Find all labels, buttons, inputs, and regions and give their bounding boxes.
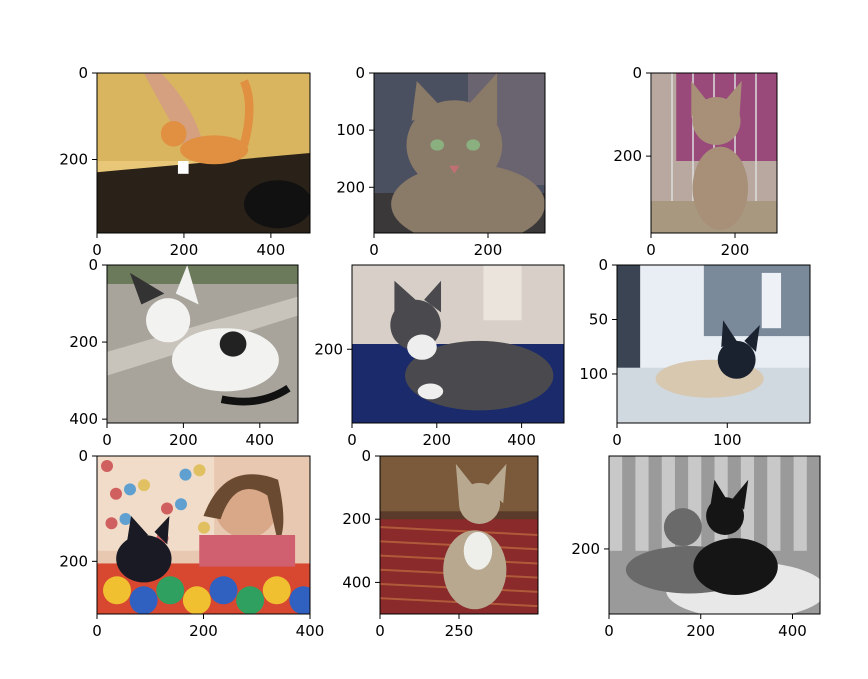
subplot-5: 0 200 400 200	[314, 264, 565, 449]
y-tick-label: 0	[88, 256, 98, 274]
y-tick-label: 100	[579, 365, 608, 383]
axes-frame	[351, 264, 565, 424]
subplot-7: 0 200 400 0 200	[59, 447, 324, 640]
y-tick-label: 400	[342, 573, 371, 591]
y-tick-label: 0	[78, 64, 88, 82]
axes-frame	[616, 264, 811, 424]
subplot-2: 0 200 0 100 200	[336, 64, 546, 259]
axes-frame	[96, 72, 311, 234]
x-tick-label: 0	[369, 241, 379, 259]
x-tick-label: 0	[92, 622, 102, 640]
axes-frame	[106, 264, 299, 424]
x-tick-label: 200	[686, 622, 715, 640]
cat-photo-tabby-kitten-in-cage	[651, 73, 777, 233]
y-tick-label: 200	[69, 333, 98, 351]
x-tick-label: 200	[422, 431, 451, 449]
y-tick-label: 50	[589, 310, 608, 328]
x-tick-label: 250	[445, 622, 474, 640]
x-tick-label: 0	[102, 431, 112, 449]
x-tick-label: 0	[375, 622, 385, 640]
x-tick-label: 0	[646, 241, 656, 259]
cat-photo-siamese-cat-by-computer	[617, 265, 810, 423]
x-tick-label: 100	[713, 431, 742, 449]
axes-frame	[650, 72, 778, 234]
y-tick-label: 100	[336, 121, 365, 139]
subplot-9: 0 200 400 200	[571, 455, 821, 640]
axes-frame	[608, 455, 821, 615]
x-tick-label: 200	[474, 241, 503, 259]
y-tick-label: 200	[342, 510, 371, 528]
x-tick-label: 200	[721, 241, 750, 259]
y-tick-label: 0	[78, 447, 88, 465]
y-tick-label: 0	[361, 447, 371, 465]
x-tick-label: 200	[170, 241, 199, 259]
x-tick-label: 400	[507, 431, 536, 449]
y-tick-label: 200	[59, 552, 88, 570]
cat-photo-white-kitten-with-black-spot-on-sidewalk	[107, 265, 298, 423]
y-tick-label: 0	[598, 256, 608, 274]
subplot-3: 0 200 0 200	[613, 64, 778, 259]
subplot-6: 0 100 0 50 100	[579, 256, 811, 449]
x-tick-label: 400	[257, 241, 286, 259]
cat-photo-tabby-kitten-on-red-rug	[380, 456, 538, 614]
x-tick-label: 400	[778, 622, 807, 640]
subplot-8: 0 250 0 200 400	[342, 447, 539, 640]
y-tick-label: 200	[336, 178, 365, 196]
cat-photo-gray-white-cat-on-blue-blanket	[352, 265, 564, 423]
x-tick-label: 200	[189, 622, 218, 640]
cat-photo-orange-tabby-kitten-on-table	[97, 73, 310, 233]
cat-photo-brown-tabby-cat-closeup	[374, 73, 545, 233]
y-tick-label: 400	[69, 410, 98, 428]
x-tick-label: 0	[612, 431, 622, 449]
y-tick-label: 200	[59, 150, 88, 168]
subplot-1: 0 200 400 0 200	[59, 64, 311, 259]
y-tick-label: 0	[355, 64, 365, 82]
y-tick-label: 200	[571, 540, 600, 558]
y-tick-label: 0	[632, 64, 642, 82]
y-tick-label: 200	[314, 340, 343, 358]
x-tick-label: 0	[347, 431, 357, 449]
x-tick-label: 200	[169, 431, 198, 449]
x-tick-label: 0	[604, 622, 614, 640]
cat-photo-girl-with-black-kitten-in-bed	[97, 456, 310, 614]
cat-photo-tabby-and-black-cat-in-bed	[609, 456, 820, 614]
axes-frame	[373, 72, 546, 234]
x-tick-label: 400	[245, 431, 274, 449]
x-tick-label: 400	[296, 622, 325, 640]
x-tick-label: 0	[92, 241, 102, 259]
y-tick-label: 200	[613, 147, 642, 165]
